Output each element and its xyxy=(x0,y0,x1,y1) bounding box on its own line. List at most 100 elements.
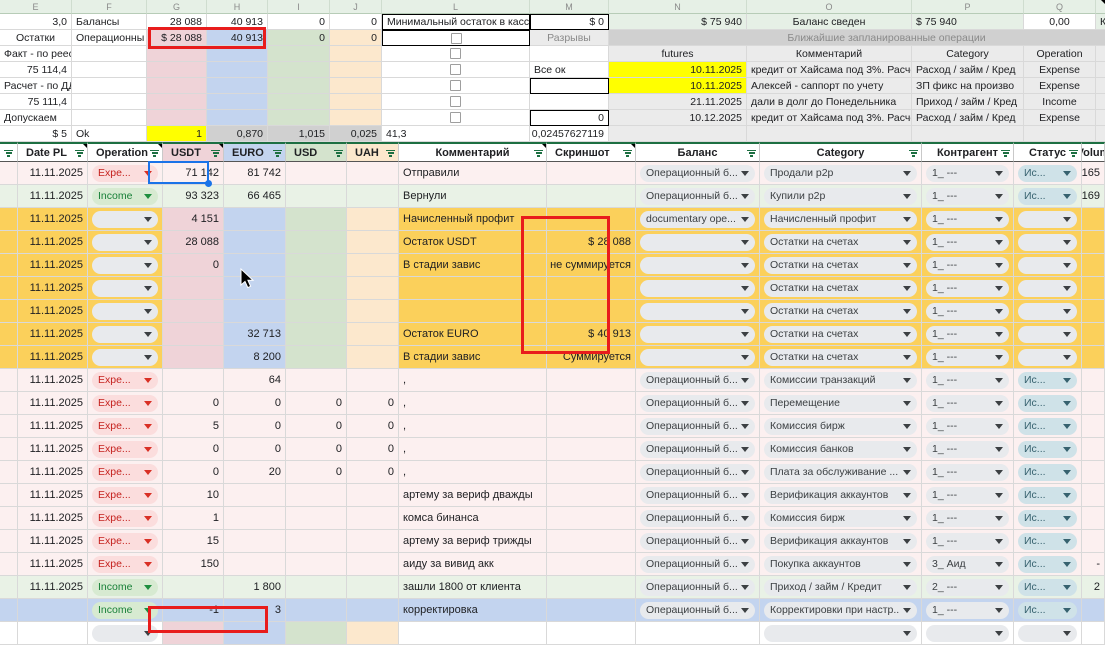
cell-volume[interactable] xyxy=(1082,208,1105,231)
cell-balance[interactable]: Операционный б... xyxy=(636,392,760,415)
header-filter-gutter[interactable] xyxy=(0,142,18,162)
category-dropdown[interactable]: Плата за обслуживание ... xyxy=(764,463,917,481)
status-dropdown[interactable] xyxy=(1018,325,1077,343)
cell-status[interactable]: Ис... xyxy=(1014,415,1082,438)
column-letter-g[interactable]: G xyxy=(147,0,207,14)
cell-usd[interactable] xyxy=(286,599,347,622)
cell-euro[interactable]: 20 xyxy=(224,461,286,484)
checkbox-icon[interactable] xyxy=(450,112,461,123)
cell-screenshot[interactable] xyxy=(547,484,636,507)
balance-dropdown[interactable] xyxy=(640,325,755,343)
balance-dropdown[interactable]: Операционный б... xyxy=(640,164,755,182)
checkbox-row-2[interactable] xyxy=(382,46,530,62)
cell-operation[interactable] xyxy=(88,277,163,300)
cell-usdt[interactable] xyxy=(163,576,224,599)
cell-counterparty[interactable]: 1_ --- xyxy=(922,277,1014,300)
filter-icon-euro[interactable] xyxy=(273,149,282,157)
cell-balance[interactable]: Операционный б... xyxy=(636,484,760,507)
cell-balance[interactable] xyxy=(636,300,760,323)
column-letter-o[interactable]: O xyxy=(747,0,912,14)
counterparty-dropdown[interactable]: 1_ --- xyxy=(926,601,1009,619)
cell-date[interactable] xyxy=(18,599,88,622)
cell-uah[interactable] xyxy=(347,323,399,346)
cell-usd[interactable] xyxy=(286,277,347,300)
cell-euro[interactable] xyxy=(224,622,286,645)
cell-volume[interactable] xyxy=(1082,622,1105,645)
cell-usd[interactable]: 0 xyxy=(286,392,347,415)
cell-balance[interactable] xyxy=(636,277,760,300)
cell-category[interactable]: Перемещение xyxy=(760,392,922,415)
category-dropdown[interactable]: Остатки на счетах xyxy=(764,256,917,274)
cell-euro[interactable]: 0 xyxy=(224,392,286,415)
cell-balance[interactable]: documentary ope... xyxy=(636,208,760,231)
operation-dropdown[interactable] xyxy=(92,256,158,274)
cell-usd[interactable] xyxy=(286,254,347,277)
cell-category[interactable]: Комиссия бирж xyxy=(760,415,922,438)
cell-comment[interactable]: , xyxy=(399,461,547,484)
cell-screenshot[interactable]: не суммируется xyxy=(547,254,636,277)
status-dropdown[interactable]: Ис... xyxy=(1018,371,1077,389)
cell-screenshot[interactable]: $ 28 088 xyxy=(547,231,636,254)
operation-dropdown[interactable]: Income xyxy=(92,601,158,619)
cell-usd[interactable] xyxy=(286,185,347,208)
cell-screenshot[interactable] xyxy=(547,415,636,438)
cell-status[interactable]: Ис... xyxy=(1014,576,1082,599)
status-dropdown[interactable]: Ис... xyxy=(1018,555,1077,573)
checkbox-icon[interactable] xyxy=(450,64,461,75)
cell-counterparty[interactable]: 1_ --- xyxy=(922,507,1014,530)
cell-volume[interactable] xyxy=(1082,599,1105,622)
status-dropdown[interactable] xyxy=(1018,624,1077,642)
cell-usdt[interactable]: 4 151 xyxy=(163,208,224,231)
cell-usd[interactable] xyxy=(286,300,347,323)
cell-operation[interactable] xyxy=(88,254,163,277)
cell-comment[interactable]: Остаток EURO xyxy=(399,323,547,346)
operation-dropdown[interactable]: Expe... xyxy=(92,509,158,527)
cell-comment[interactable]: корректировка xyxy=(399,599,547,622)
cell-date[interactable]: 11.11.2025 xyxy=(18,346,88,369)
cell-euro[interactable]: 81 742 xyxy=(224,162,286,185)
column-header-screenshot[interactable]: Скриншот xyxy=(547,142,636,162)
status-dropdown[interactable]: Ис... xyxy=(1018,394,1077,412)
cell-uah[interactable] xyxy=(347,277,399,300)
operation-dropdown[interactable]: Expe... xyxy=(92,164,158,182)
cell-usdt[interactable]: 0 xyxy=(163,392,224,415)
category-dropdown[interactable]: Комиссия бирж xyxy=(764,509,917,527)
balance-dropdown[interactable]: Операционный б... xyxy=(640,440,755,458)
category-dropdown[interactable]: Комиссия банков xyxy=(764,440,917,458)
cell-volume[interactable] xyxy=(1082,507,1105,530)
cell-status[interactable]: Ис... xyxy=(1014,553,1082,576)
cell-counterparty[interactable]: 1_ --- xyxy=(922,254,1014,277)
cell-usdt[interactable]: 150 xyxy=(163,553,224,576)
cell-usd[interactable] xyxy=(286,323,347,346)
balance-dropdown[interactable]: Операционный б... xyxy=(640,509,755,527)
cell-usdt[interactable]: 0 xyxy=(163,461,224,484)
cell-euro[interactable]: 32 713 xyxy=(224,323,286,346)
counterparty-dropdown[interactable]: 1_ --- xyxy=(926,486,1009,504)
cell-status[interactable]: Ис... xyxy=(1014,369,1082,392)
operation-dropdown[interactable]: Expe... xyxy=(92,532,158,550)
cell-usdt[interactable]: 0 xyxy=(163,254,224,277)
cell-usd[interactable]: 0 xyxy=(286,461,347,484)
cell-volume[interactable] xyxy=(1082,438,1105,461)
cell-volume[interactable] xyxy=(1082,346,1105,369)
counterparty-dropdown[interactable]: 1_ --- xyxy=(926,440,1009,458)
cell-uah[interactable] xyxy=(347,208,399,231)
operation-dropdown[interactable]: Expe... xyxy=(92,486,158,504)
status-dropdown[interactable] xyxy=(1018,348,1077,366)
cell-balance[interactable]: Операционный б... xyxy=(636,530,760,553)
cell-category[interactable]: Верификация аккаунтов xyxy=(760,484,922,507)
column-header-operation[interactable]: Operation xyxy=(88,142,163,162)
cell-counterparty[interactable]: 1_ --- xyxy=(922,530,1014,553)
cell-counterparty[interactable]: 1_ --- xyxy=(922,599,1014,622)
column-header-date[interactable]: Date PL xyxy=(18,142,88,162)
cell-category[interactable]: Корректировки при настр... xyxy=(760,599,922,622)
cell-date[interactable]: 11.11.2025 xyxy=(18,162,88,185)
cell-euro[interactable]: 66 465 xyxy=(224,185,286,208)
column-header-euro[interactable]: EURO xyxy=(224,142,286,162)
cell-counterparty[interactable]: 2_ --- xyxy=(922,576,1014,599)
cell-balance[interactable] xyxy=(636,622,760,645)
status-dropdown[interactable] xyxy=(1018,233,1077,251)
cell-uah[interactable] xyxy=(347,254,399,277)
column-letter-l[interactable]: L xyxy=(382,0,530,14)
cell-usdt[interactable]: 10 xyxy=(163,484,224,507)
